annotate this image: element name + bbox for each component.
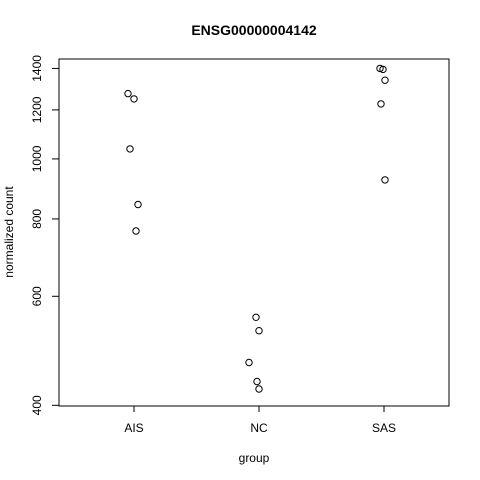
chart-title: ENSG00000004142	[191, 22, 317, 38]
y-tick-label: 1200	[30, 96, 44, 123]
data-point	[132, 227, 140, 235]
data-point	[252, 313, 260, 321]
y-tick-label: 400	[30, 395, 44, 415]
y-tick-label: 800	[30, 209, 44, 229]
data-point	[379, 65, 387, 74]
data-point	[381, 176, 389, 184]
data-point	[130, 95, 138, 103]
data-point	[376, 64, 384, 73]
data-point	[255, 385, 263, 393]
y-tick-label: 1400	[30, 55, 44, 82]
data-point	[253, 377, 261, 386]
data-point	[255, 327, 263, 335]
plot-frame	[58, 58, 450, 407]
x-tick-label: AIS	[124, 421, 143, 435]
x-tick-label: SAS	[372, 421, 396, 435]
data-point	[126, 145, 134, 153]
x-axis-label: group	[239, 451, 270, 465]
y-ticks: 400 600 800 1000 1200 1400	[30, 55, 59, 415]
y-axis-label: normalized count	[2, 186, 16, 278]
data-point	[134, 200, 142, 209]
data-point	[245, 358, 253, 367]
x-tick-label: NC	[250, 421, 268, 435]
x-ticks: AIS NC SAS	[124, 406, 396, 435]
y-tick-label: 600	[30, 286, 44, 306]
data-point	[377, 100, 385, 108]
data-point	[124, 89, 132, 98]
y-tick-label: 1000	[30, 145, 44, 172]
data-point	[381, 76, 389, 84]
data-points	[124, 64, 389, 393]
